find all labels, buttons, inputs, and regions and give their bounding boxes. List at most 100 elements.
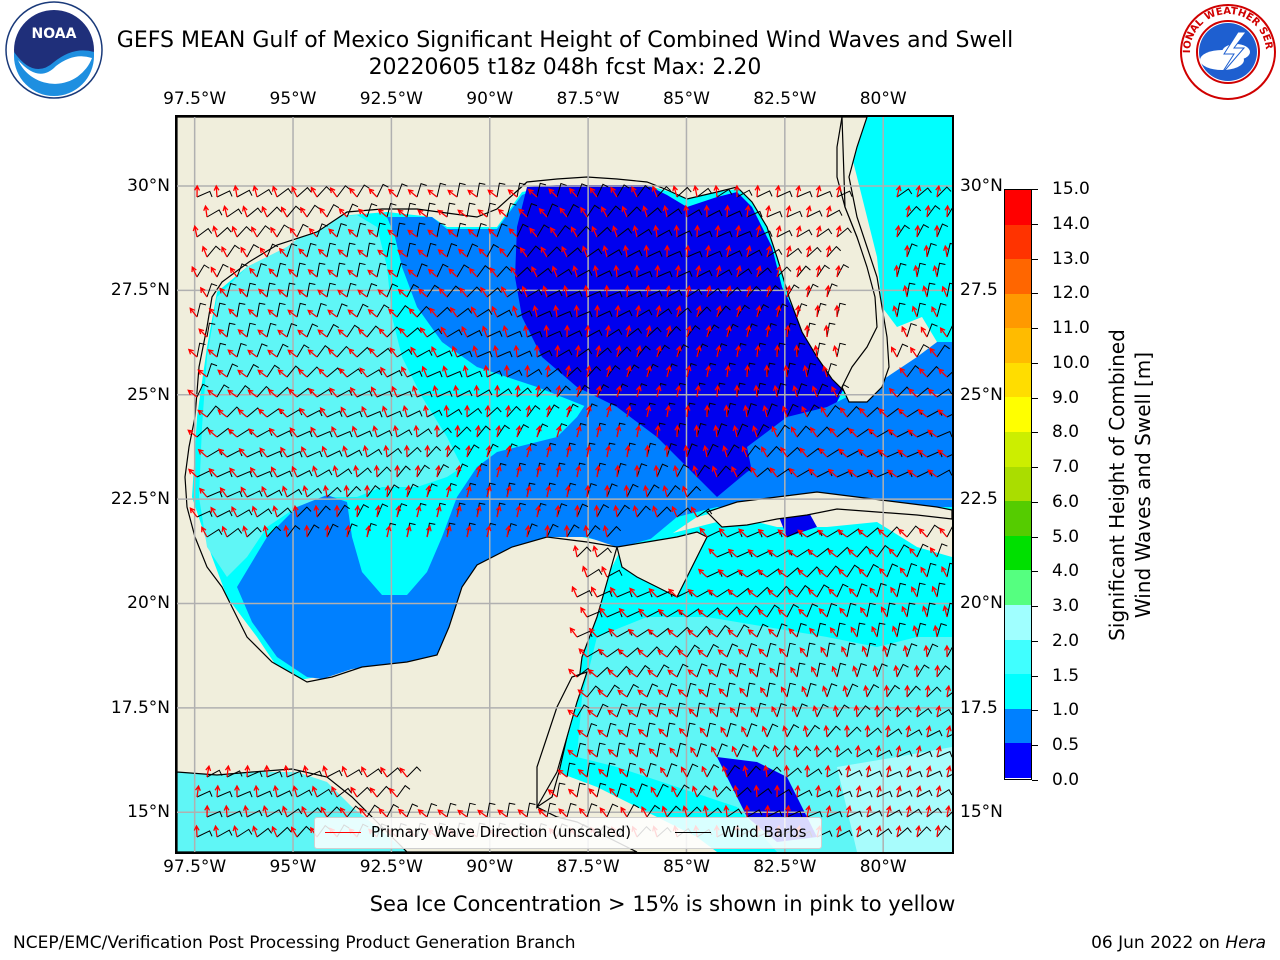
wave-arrow-388 <box>888 387 898 398</box>
wind-barb-476 <box>386 447 403 458</box>
wave-arrow-283 <box>939 326 948 338</box>
wave-arrow-684 <box>737 609 748 618</box>
wind-barb-256 <box>346 324 360 338</box>
lat-tick-right-1: 27.5 <box>960 280 998 301</box>
wave-arrow-268 <box>584 324 591 338</box>
wave-arrow-595 <box>221 525 228 538</box>
wave-arrow-56 <box>601 206 608 218</box>
wave-arrow-922 <box>845 805 852 818</box>
wind-barb-592 <box>676 507 692 518</box>
wave-arrow-339 <box>585 364 592 378</box>
wind-barb-295 <box>416 349 433 358</box>
wind-barb-74 <box>256 225 271 238</box>
wind-barb-333 <box>466 370 483 378</box>
wave-arrow-395 <box>278 408 288 418</box>
wind-barb-54 <box>566 203 579 218</box>
wave-arrow-191 <box>459 287 468 298</box>
wind-barb-318 <box>916 343 930 358</box>
wind-barb-746 <box>836 662 847 678</box>
wave-arrow-97 <box>714 224 721 238</box>
wave-arrow-754 <box>617 689 628 698</box>
wind-barb-266 <box>546 330 563 338</box>
wind-barb-307 <box>656 344 670 358</box>
wave-arrow-166 <box>674 264 681 278</box>
wind-barb-63 <box>746 210 763 218</box>
wind-barb-254 <box>306 323 319 338</box>
wind-barb-108 <box>226 244 240 258</box>
lon-tick-bottom-0: 97.5°W <box>163 857 227 877</box>
wave-arrow-650 <box>817 569 828 578</box>
wave-arrow-699 <box>647 629 658 638</box>
wave-arrow-870 <box>547 789 558 798</box>
wind-barb-471 <box>286 450 303 458</box>
wave-arrow-905 <box>497 809 508 818</box>
wave-arrow-400 <box>381 405 388 418</box>
wind-barb-472 <box>306 450 323 458</box>
wave-arrow-480 <box>465 444 472 458</box>
wave-arrow-230 <box>532 304 539 318</box>
wave-arrow-770 <box>945 684 952 698</box>
wave-arrow-836 <box>361 766 368 778</box>
wind-barb-820 <box>796 745 812 758</box>
wind-barb-773 <box>616 703 628 718</box>
wave-arrow-362 <box>329 387 338 398</box>
wind-barb-329 <box>386 369 403 378</box>
wind-barb-42 <box>326 203 340 218</box>
wave-arrow-174 <box>835 264 842 278</box>
wave-arrow-429 <box>187 429 198 438</box>
wave-arrow-99 <box>755 224 762 238</box>
wind-barb-439 <box>396 429 413 438</box>
wind-barb-586 <box>556 503 568 518</box>
wind-barb-641 <box>936 543 948 558</box>
colorbar-tick-3: 1.5 <box>1052 665 1080 686</box>
wind-barb-576 <box>356 503 370 518</box>
chart-title: GEFS MEAN Gulf of Mexico Significant Hei… <box>116 28 1014 53</box>
wind-barb-15 <box>496 182 506 198</box>
wind-barb-575 <box>336 504 350 518</box>
colorbar <box>1004 189 1032 780</box>
wind-barb-594 <box>206 528 223 538</box>
wave-arrow-190 <box>438 287 448 298</box>
wave-arrow-885 <box>855 784 862 798</box>
wave-arrow-422 <box>820 406 828 418</box>
wave-arrow-280 <box>823 324 830 338</box>
wave-arrow-645 <box>717 569 728 578</box>
wave-arrow-666 <box>747 589 758 598</box>
wind-barb-104 <box>896 224 910 238</box>
wind-barb-718 <box>666 645 681 658</box>
wave-arrow-810 <box>587 749 598 758</box>
wind-barb-190 <box>446 285 461 298</box>
wind-barb-239 <box>716 305 731 318</box>
wave-arrow-455 <box>713 424 720 438</box>
wave-arrow-314 <box>793 344 800 358</box>
colorbar-band-6 <box>1005 397 1031 433</box>
wave-arrow-640 <box>908 547 918 558</box>
wave-arrow-101 <box>795 225 802 238</box>
wind-barb-49 <box>466 202 476 218</box>
wave-arrow-689 <box>839 607 848 618</box>
wind-barb-297 <box>456 350 473 358</box>
wave-arrow-717 <box>637 649 648 658</box>
wind-barb-689 <box>846 602 857 618</box>
wind-barb-141 <box>946 242 952 258</box>
wind-barb-895 <box>306 807 322 818</box>
wave-arrow-656 <box>941 565 948 578</box>
wave-arrow-649 <box>797 569 808 578</box>
wind-barb-150 <box>356 262 366 278</box>
legend-swatch-red <box>325 832 361 833</box>
wind-barb-142 <box>196 264 210 278</box>
wave-arrow-107 <box>201 245 208 258</box>
wind-barb-173 <box>816 264 830 278</box>
wind-barb-286 <box>236 342 247 358</box>
wind-barb-440 <box>416 428 433 438</box>
wind-barb-97 <box>716 230 733 238</box>
wave-arrow-704 <box>747 629 758 638</box>
wave-arrow-144 <box>229 266 238 278</box>
wave-arrow-550 <box>343 484 350 498</box>
wave-arrow-882 <box>794 784 801 798</box>
wind-barb-595 <box>226 527 243 538</box>
wave-arrow-310 <box>715 344 722 358</box>
wind-barb-119 <box>446 243 458 258</box>
wave-arrow-964 <box>915 824 922 838</box>
wind-barb-306 <box>636 345 651 358</box>
